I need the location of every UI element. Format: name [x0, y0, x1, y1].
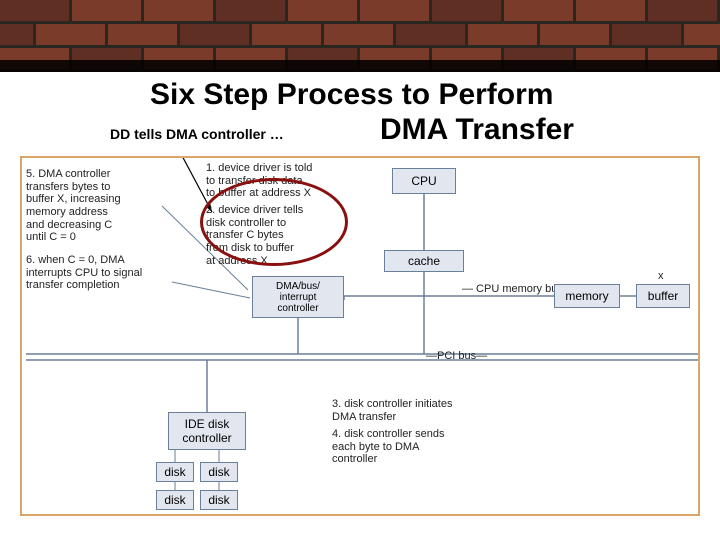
- subtitle: DD tells DMA controller …: [110, 126, 284, 142]
- cache-box: cache: [384, 250, 464, 272]
- step-1-text: 1. device driver is told to transfer dis…: [206, 162, 312, 200]
- disk3-label: disk: [164, 493, 185, 507]
- memory-box: memory: [554, 284, 620, 308]
- disk2-label: disk: [208, 465, 229, 479]
- disk-box-1: disk: [156, 462, 194, 482]
- title-line-2: DMA Transfer: [380, 113, 574, 146]
- brick-header: [0, 0, 720, 72]
- buffer-x-label: x: [658, 270, 664, 282]
- dma-diagram: — CPU memory bus — —PCI bus— CPU cache D…: [20, 156, 700, 516]
- slide-title: Six Step Process to Perform DMA Transfer: [0, 78, 720, 147]
- dma-label: DMA/bus/ interrupt controller: [276, 281, 320, 314]
- title-line-1: Six Step Process to Perform: [150, 78, 553, 111]
- dma-controller-box: DMA/bus/ interrupt controller: [252, 276, 344, 318]
- disk1-label: disk: [164, 465, 185, 479]
- step-2-text: 2. device driver tells disk controller t…: [206, 204, 303, 267]
- cpu-box: CPU: [392, 168, 456, 194]
- disk4-label: disk: [208, 493, 229, 507]
- disk-box-3: disk: [156, 490, 194, 510]
- buffer-box: buffer: [636, 284, 690, 308]
- cache-label: cache: [408, 254, 440, 268]
- ide-label: IDE disk controller: [182, 417, 231, 445]
- disk-box-4: disk: [200, 490, 238, 510]
- step-6-text: 6. when C = 0, DMA interrupts CPU to sig…: [26, 254, 142, 292]
- step-4-text: 4. disk controller sends each byte to DM…: [332, 428, 445, 466]
- ide-controller-box: IDE disk controller: [168, 412, 246, 450]
- memory-label: memory: [565, 289, 608, 303]
- svg-text:—PCI bus—: —PCI bus—: [426, 350, 487, 362]
- step-3-text: 3. disk controller initiates DMA transfe…: [332, 398, 452, 423]
- buffer-label: buffer: [648, 289, 678, 303]
- disk-box-2: disk: [200, 462, 238, 482]
- cpu-label: CPU: [411, 174, 436, 188]
- step-5-text: 5. DMA controller transfers bytes to buf…: [26, 168, 121, 244]
